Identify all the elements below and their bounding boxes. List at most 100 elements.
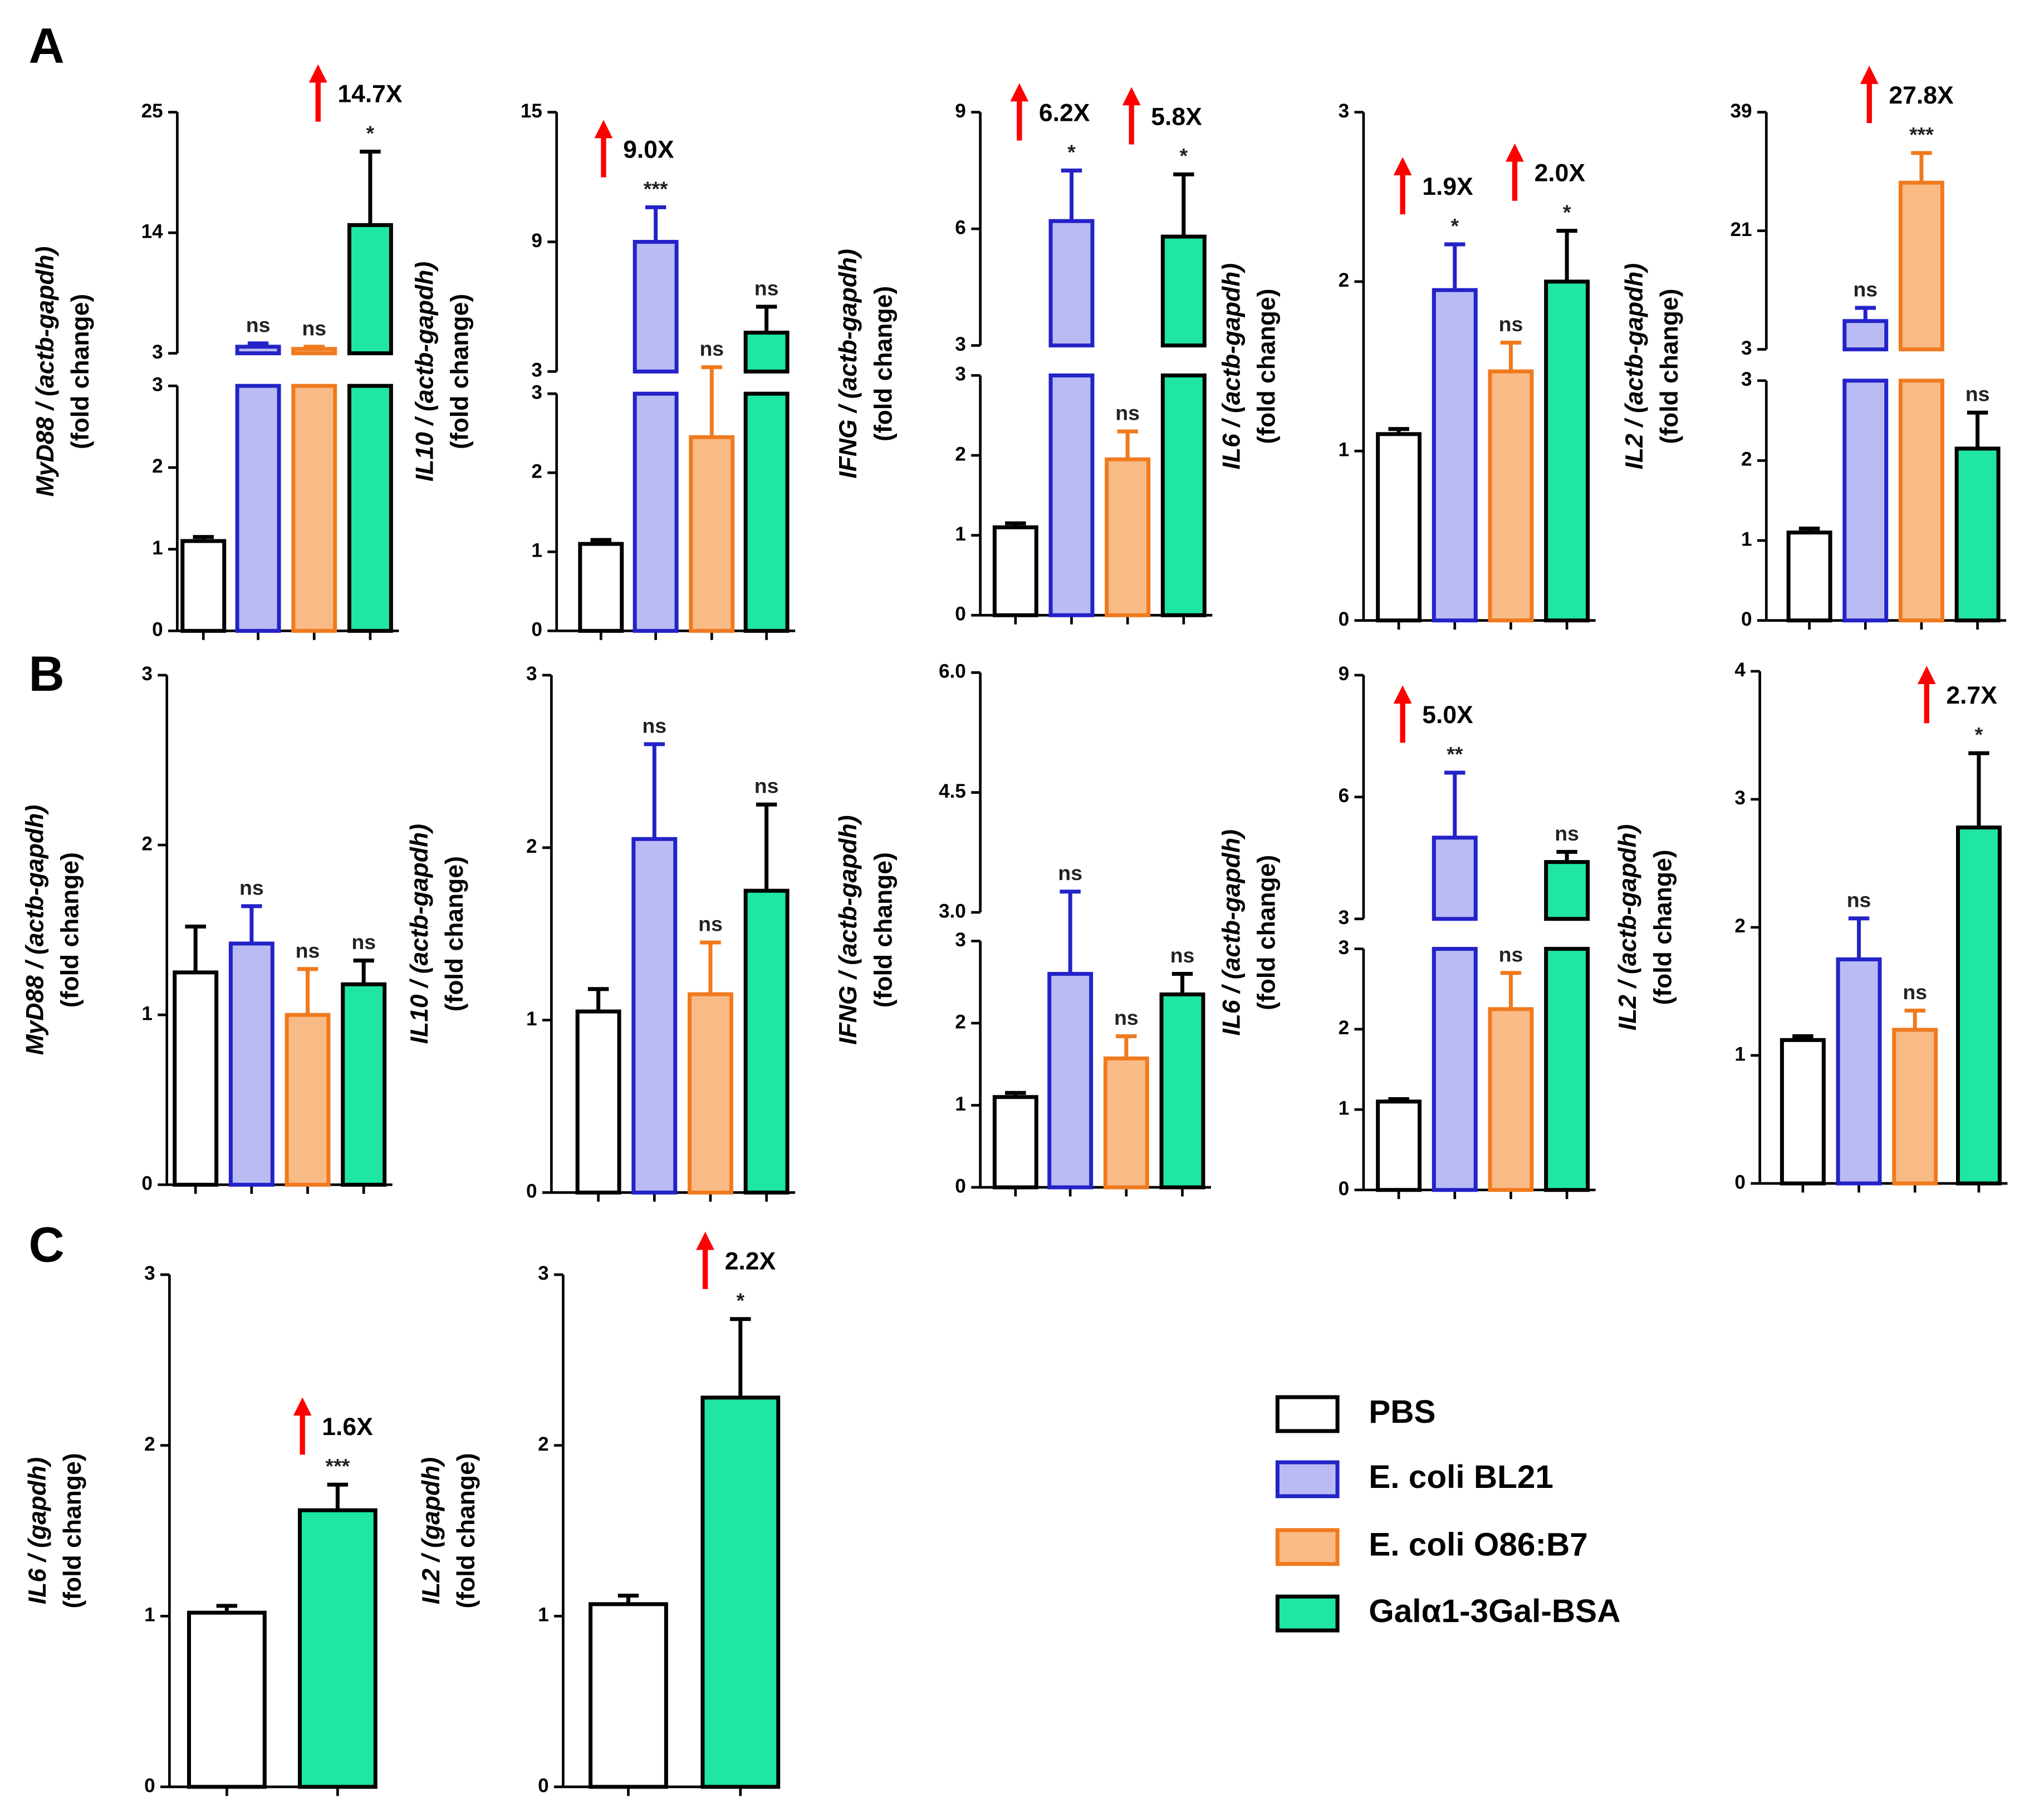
bar	[1544, 279, 1590, 623]
y-tick-label: 2	[152, 455, 163, 477]
significance: ns	[1499, 942, 1523, 966]
y-tick-label: 0	[955, 1175, 966, 1197]
y-axis-label: (fold change)	[870, 852, 897, 1008]
y-tick-label: 2	[1734, 915, 1746, 937]
panel-label: C	[29, 1217, 65, 1272]
y-tick-label: 3	[1741, 369, 1752, 390]
fold-change: 14.7X	[337, 80, 403, 107]
significance: ns	[1499, 312, 1523, 336]
y-tick-label: 2	[955, 443, 966, 465]
bar	[578, 542, 624, 633]
arrow-head	[594, 120, 613, 139]
y-tick-label: 21	[1731, 219, 1752, 240]
y-axis-label: (fold change)	[453, 1453, 480, 1608]
y-tick-label: 4.5	[939, 780, 966, 802]
bar	[285, 1013, 331, 1187]
bar-upper	[1842, 319, 1889, 352]
y-tick-label: 0	[1339, 608, 1350, 630]
panel-label: A	[29, 18, 65, 73]
y-tick-label: 1	[144, 1604, 155, 1626]
y-tick-label: 0	[1741, 608, 1752, 630]
bar	[1160, 373, 1207, 617]
significance: ns	[1115, 401, 1140, 424]
y-axis-label: IL6 / (actb-gapdh)	[1218, 829, 1246, 1036]
y-tick-label: 3	[1339, 100, 1350, 122]
legend-label: E. coli O86:B7	[1369, 1527, 1588, 1563]
significance: *	[1067, 140, 1076, 164]
significance: ns	[699, 337, 724, 360]
bar	[1376, 432, 1422, 623]
y-tick-label: 3	[531, 360, 542, 381]
y-tick-label: 15	[521, 100, 542, 122]
bar	[992, 1095, 1038, 1190]
y-axis-label: (fold change)	[870, 286, 897, 441]
y-tick-label: 3	[955, 333, 966, 355]
y-axis-label: MyD88 / (actb-gapdh)	[21, 805, 48, 1055]
bar	[1103, 1056, 1149, 1190]
bar	[173, 970, 219, 1187]
y-tick-label: 3	[144, 1262, 155, 1284]
bar	[341, 982, 387, 1187]
y-axis-label: (fold change)	[447, 294, 474, 449]
fold-change: 2.7X	[1946, 682, 1997, 709]
significance: ns	[1847, 888, 1871, 911]
bar	[1892, 1028, 1938, 1186]
arrow-head	[1860, 66, 1879, 84]
y-tick-label: 1	[955, 1093, 966, 1115]
arrow-head	[293, 1397, 312, 1416]
y-tick-label: 3	[141, 663, 153, 685]
fold-change: 6.2X	[1039, 99, 1090, 126]
arrow-head	[1506, 143, 1524, 162]
y-tick-label: 1	[955, 523, 966, 545]
significance: ns	[239, 876, 264, 899]
bar-upper	[1544, 860, 1590, 921]
y-tick-label: 0	[538, 1775, 549, 1796]
y-tick-label: 0	[152, 619, 163, 641]
arrow-head	[308, 64, 327, 83]
bar	[700, 1396, 781, 1789]
y-tick-label: 3	[955, 929, 966, 951]
bar-upper	[1432, 836, 1478, 921]
fold-change: 27.8X	[1889, 82, 1954, 109]
significance: ns	[296, 939, 320, 962]
fold-change: 2.0X	[1535, 160, 1586, 187]
significance: ns	[1114, 1006, 1139, 1029]
y-axis-label: IL6 / (actb-gapdh)	[1218, 263, 1246, 470]
y-axis-label: (fold change)	[67, 294, 94, 449]
arrow-head	[696, 1231, 714, 1250]
y-tick-label: 39	[1731, 100, 1752, 122]
fold-change: 1.9X	[1422, 173, 1473, 200]
bar-upper	[743, 331, 790, 374]
y-tick-label: 2	[531, 461, 542, 483]
significance: ns	[1853, 278, 1878, 301]
y-axis-label: (fold change)	[1649, 849, 1677, 1005]
bar	[1047, 972, 1094, 1190]
bar-upper	[291, 347, 337, 356]
bar	[187, 1610, 267, 1789]
legend-swatch	[1275, 1528, 1340, 1566]
y-tick-label: 3.0	[939, 900, 966, 922]
significance: *	[737, 1289, 745, 1312]
bar	[1432, 947, 1478, 1192]
fold-change: 1.6X	[322, 1413, 373, 1441]
y-tick-label: 2	[1741, 449, 1752, 470]
significance: ns	[1555, 822, 1579, 845]
y-tick-label: 3	[526, 663, 537, 685]
significance: ns	[246, 313, 271, 336]
y-tick-label: 9	[955, 100, 966, 122]
bar-upper	[1898, 180, 1944, 352]
y-tick-label: 3	[1339, 937, 1350, 959]
bar	[1780, 1038, 1826, 1186]
bar-upper	[235, 345, 281, 356]
fold-change: 2.2X	[725, 1248, 776, 1275]
fold-change: 9.0X	[623, 136, 674, 163]
y-tick-label: 2	[1339, 1017, 1350, 1039]
significance: **	[1447, 743, 1463, 766]
y-tick-label: 0	[144, 1775, 155, 1796]
significance: ns	[642, 714, 666, 737]
y-tick-label: 9	[1339, 663, 1350, 685]
y-tick-label: 3	[1741, 337, 1752, 359]
y-tick-label: 0	[526, 1181, 537, 1202]
y-tick-label: 9	[531, 230, 542, 252]
y-tick-label: 1	[1339, 1098, 1350, 1119]
